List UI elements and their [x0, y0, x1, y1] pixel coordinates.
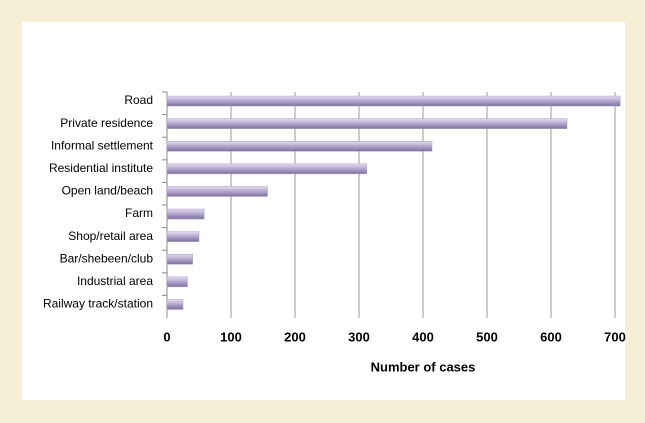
- bar: [166, 95, 621, 107]
- x-tick-label: 600: [540, 329, 562, 344]
- plot-background: [22, 22, 625, 400]
- bar: [166, 276, 188, 288]
- bar: [166, 163, 367, 175]
- x-tick-label: 700: [604, 329, 626, 344]
- x-tick-label: 100: [220, 329, 242, 344]
- x-axis-title: Number of cases: [371, 359, 476, 374]
- bar: [166, 186, 268, 197]
- x-tick-label: 0: [163, 329, 170, 344]
- y-tick-label: Farm: [125, 206, 153, 220]
- y-tick-label: Bar/shebeen/club: [60, 251, 154, 265]
- x-tick-label: 500: [476, 329, 498, 344]
- bar: [166, 208, 205, 220]
- y-tick-label: Private residence: [60, 116, 153, 130]
- x-tick-label: 400: [412, 329, 434, 344]
- bar: [166, 118, 568, 129]
- y-tick-label: Shop/retail area: [68, 229, 153, 243]
- x-tick-label: 200: [284, 329, 306, 344]
- x-tick-label: 300: [348, 329, 370, 344]
- y-tick-label: Industrial area: [77, 274, 153, 288]
- y-tick-label: Open land/beach: [62, 184, 153, 198]
- y-tick-label: Residential institute: [49, 161, 153, 175]
- y-tick-label: Road: [124, 93, 153, 107]
- bar: [166, 253, 193, 265]
- y-tick-label: Railway track/station: [43, 297, 153, 311]
- bar: [166, 140, 433, 152]
- bar: [166, 299, 184, 310]
- bar: [166, 231, 200, 242]
- y-tick-label: Informal settlement: [51, 138, 154, 152]
